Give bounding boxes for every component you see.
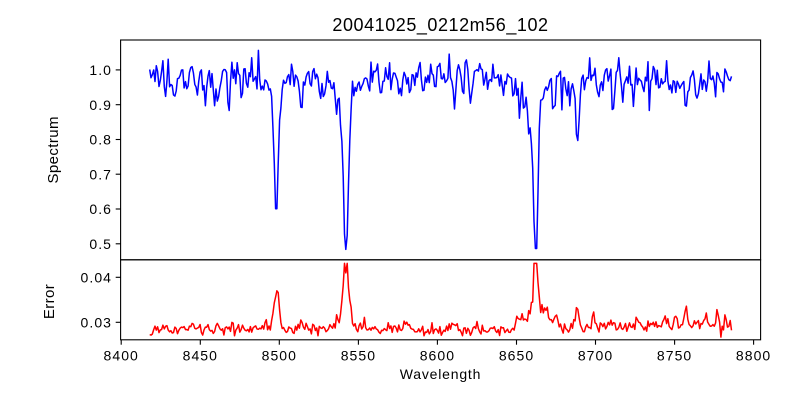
svg-text:0.03: 0.03 [81, 314, 112, 330]
svg-text:8750: 8750 [657, 348, 692, 364]
svg-text:8800: 8800 [736, 348, 771, 364]
svg-text:8500: 8500 [262, 348, 297, 364]
svg-text:1.0: 1.0 [89, 62, 112, 78]
svg-text:8600: 8600 [420, 348, 455, 364]
svg-text:8400: 8400 [104, 348, 139, 364]
svg-text:Spectrum: Spectrum [45, 116, 62, 183]
svg-text:20041025_0212m56_102: 20041025_0212m56_102 [332, 15, 548, 36]
svg-text:0.6: 0.6 [89, 201, 112, 217]
svg-text:0.5: 0.5 [89, 236, 112, 252]
svg-text:8700: 8700 [578, 348, 613, 364]
svg-text:8650: 8650 [499, 348, 534, 364]
svg-text:0.9: 0.9 [89, 97, 112, 113]
svg-text:0.7: 0.7 [89, 166, 112, 182]
svg-text:Wavelength: Wavelength [400, 366, 481, 382]
svg-text:Error: Error [41, 284, 58, 319]
svg-text:0.04: 0.04 [81, 269, 112, 285]
svg-text:8450: 8450 [183, 348, 218, 364]
svg-text:0.8: 0.8 [89, 132, 112, 148]
svg-text:8550: 8550 [341, 348, 376, 364]
